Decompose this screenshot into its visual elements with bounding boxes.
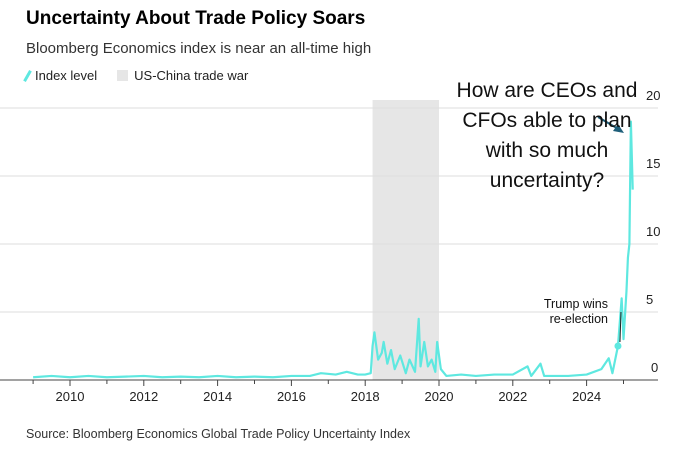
chart-subtitle: Bloomberg Economics index is near an all…: [26, 40, 372, 57]
legend: Index level US-China trade war: [23, 68, 248, 83]
x-tick-label: 2014: [203, 389, 232, 404]
box-swatch-icon: [117, 70, 129, 81]
y-tick-label: 5: [646, 292, 653, 307]
event-label: Trump wins re-election: [543, 297, 608, 326]
index-level-line: [33, 120, 634, 379]
x-tick-label: 2018: [351, 389, 380, 404]
x-tick-label: 2022: [498, 389, 527, 404]
arrow-head-icon: [613, 124, 624, 133]
x-tick-label: 2024: [572, 389, 601, 404]
chart-title: Uncertainty About Trade Policy Soars: [26, 8, 366, 29]
legend-label: US-China trade war: [134, 68, 249, 83]
legend-trade-war: US-China trade war: [117, 68, 248, 83]
trade-war-shade: [372, 100, 439, 380]
legend-index-level: Index level: [23, 68, 98, 83]
y-tick-label: 15: [646, 156, 660, 171]
x-tick-label: 2016: [277, 389, 306, 404]
y-tick-label: 10: [646, 224, 660, 239]
annotation-text: How are CEOs and CFOs able to plan with …: [456, 79, 638, 192]
source-note: Source: Bloomberg Economics Global Trade…: [26, 427, 411, 441]
event-leader-line: [619, 311, 622, 343]
y-tick-label: 0: [651, 360, 658, 375]
x-tick-label: 2010: [56, 389, 85, 404]
legend-label: Index level: [35, 68, 98, 83]
y-tick-label: 20: [646, 88, 660, 103]
x-tick-label: 2020: [425, 389, 454, 404]
event-marker: [614, 342, 622, 350]
x-tick-label: 2012: [129, 389, 158, 404]
